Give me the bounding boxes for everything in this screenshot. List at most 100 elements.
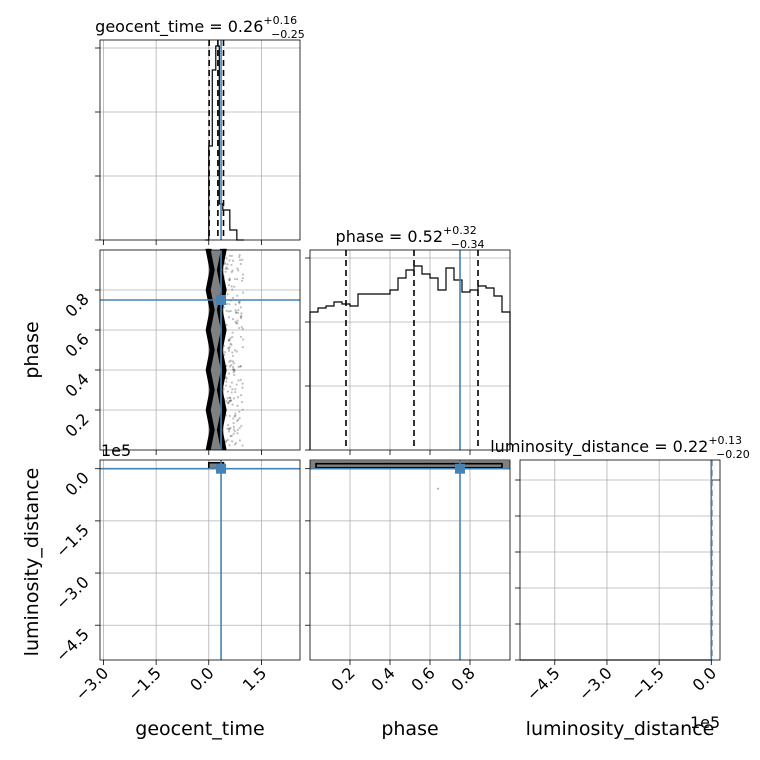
sample-point xyxy=(233,430,236,433)
sample-point xyxy=(239,335,243,338)
sample-point xyxy=(228,428,231,431)
sample-point xyxy=(228,372,231,375)
sample-point xyxy=(234,414,237,417)
sample-point xyxy=(238,439,242,442)
sample-point xyxy=(230,263,233,267)
sample-point xyxy=(237,269,240,272)
sample-point xyxy=(229,309,232,313)
sample-point xyxy=(238,302,241,305)
sample-point xyxy=(228,254,231,257)
x-tick-label: 1.5 xyxy=(239,663,270,694)
sample-point xyxy=(237,326,241,330)
luminosity-distance-vs-phase-panel: 0.2 0.4 0.6 0.8 xyxy=(305,459,511,695)
sample-point xyxy=(228,278,231,281)
sample-point xyxy=(232,417,235,420)
sample-point xyxy=(236,267,239,270)
sample-point xyxy=(239,365,242,368)
sample-point xyxy=(240,312,243,315)
sample-point xyxy=(230,391,233,394)
sample-point xyxy=(236,432,239,435)
sample-point xyxy=(228,259,231,262)
sample-point xyxy=(234,442,238,445)
sample-point xyxy=(237,379,240,382)
sample-point xyxy=(230,434,233,438)
sample-point xyxy=(229,399,232,402)
sample-point xyxy=(228,399,232,402)
sample-point xyxy=(241,327,244,331)
sample-point xyxy=(230,399,233,402)
sample-point xyxy=(231,259,235,262)
sample-point xyxy=(232,362,235,365)
sample-point xyxy=(226,267,229,270)
geocent-time-hist-grid xyxy=(100,40,300,240)
sample-point xyxy=(237,300,240,304)
sample-point xyxy=(236,319,239,322)
sample-point xyxy=(228,279,231,282)
sample-point xyxy=(230,254,233,258)
phase-hist-yticks xyxy=(305,257,310,451)
sample-point xyxy=(238,255,241,259)
sample-point xyxy=(239,262,242,266)
geocent-time-histogram-panel: geocent_time = 0.26+0.16 −0.25 xyxy=(95,14,305,245)
sample-point xyxy=(225,266,228,269)
sample-point xyxy=(224,440,227,443)
sample-point xyxy=(241,386,244,389)
sample-point xyxy=(241,277,244,280)
ld-phase-yticks xyxy=(305,468,310,626)
x-tick-label: 0.0 xyxy=(689,663,720,694)
ld-hist-grid xyxy=(520,460,720,660)
sample-point xyxy=(231,354,235,358)
sample-point xyxy=(228,427,231,430)
sample-point xyxy=(232,371,235,374)
sample-point xyxy=(225,439,228,442)
sample-point xyxy=(228,414,231,418)
sample-point xyxy=(224,262,227,265)
y-tick-label: 0.6 xyxy=(61,329,92,360)
x-tick-label: 0.6 xyxy=(407,663,438,694)
sample-point xyxy=(236,404,239,408)
phase-geocent-truth-marker xyxy=(216,295,227,305)
luminosity-distance-yticks: −4.5 −3.0 −1.5 0.0 xyxy=(52,468,100,666)
sample-point xyxy=(233,285,236,288)
sample-point xyxy=(234,309,237,312)
sample-point xyxy=(234,320,237,323)
sample-point xyxy=(231,351,234,354)
geocent-time-hist-yticks xyxy=(95,47,100,241)
sample-point xyxy=(228,430,231,433)
sample-point xyxy=(227,339,230,342)
y-tick-label: −1.5 xyxy=(52,520,93,561)
phase-hist-step xyxy=(309,265,511,450)
contour-fill xyxy=(310,460,510,469)
sample-point xyxy=(228,347,231,350)
sample-point xyxy=(235,383,238,386)
sample-point xyxy=(235,350,238,353)
sample-point xyxy=(237,395,240,399)
sample-point xyxy=(234,390,237,394)
sample-point xyxy=(231,360,235,363)
sample-point xyxy=(232,367,235,370)
sample-point xyxy=(238,253,241,257)
geocent-time-quantile-lines xyxy=(208,40,225,240)
sample-point xyxy=(235,311,238,314)
sample-point xyxy=(239,315,243,319)
sample-point xyxy=(233,277,237,281)
sample-point xyxy=(239,306,242,309)
sample-point xyxy=(228,345,231,348)
sample-point xyxy=(225,323,228,327)
sample-point xyxy=(232,428,236,431)
sample-point xyxy=(226,438,229,441)
y-axis-label-phase: phase xyxy=(21,321,43,378)
sample-point xyxy=(229,385,232,388)
sample-point xyxy=(224,376,228,379)
sample-point xyxy=(231,331,234,334)
ld-phase-truth-marker xyxy=(455,463,465,474)
sample-point xyxy=(235,322,238,325)
sample-point xyxy=(228,360,231,363)
y-tick-label: 0.2 xyxy=(61,409,92,440)
sample-point xyxy=(237,418,240,421)
sample-point xyxy=(224,384,227,387)
sample-point xyxy=(231,403,234,406)
ld-hist-yticks xyxy=(515,479,520,661)
sample-point xyxy=(225,257,228,260)
